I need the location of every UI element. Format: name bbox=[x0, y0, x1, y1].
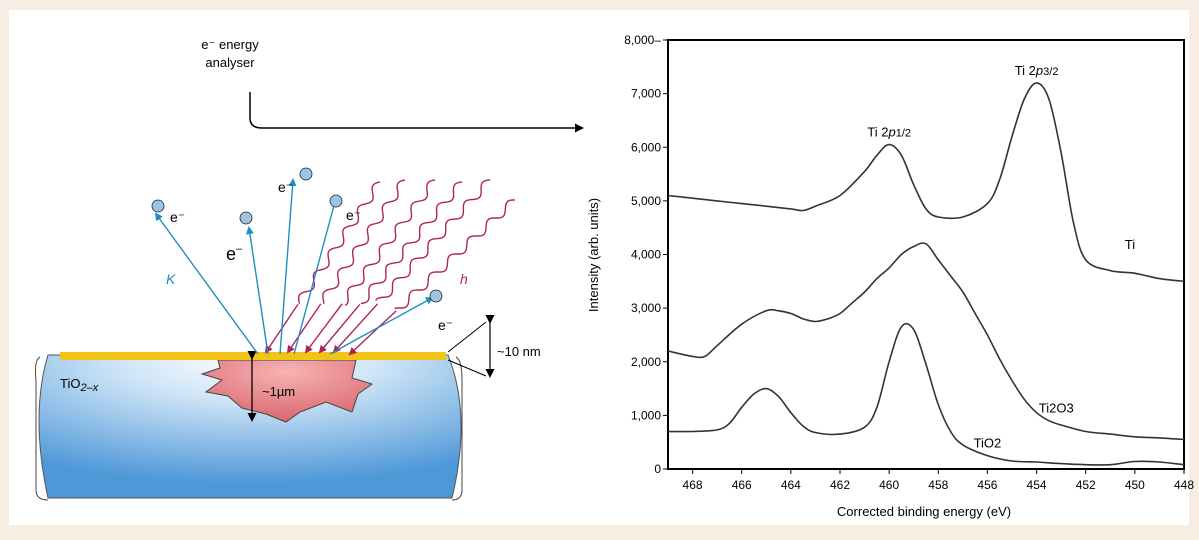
photon-arrow-4 bbox=[318, 303, 361, 354]
annotation-2: Ti 2p3/2 bbox=[1015, 63, 1059, 78]
photon-wave-2 bbox=[322, 179, 406, 304]
x-tick-label: 468 bbox=[683, 478, 703, 492]
electron-label-5: e⁻ bbox=[438, 317, 453, 333]
y-tick-label: 6,000 bbox=[631, 140, 661, 154]
material-label: TiO2–x bbox=[60, 376, 99, 394]
xps-chart: 468 466 464 462 460 458 456 454 452 450 448 0 1,000 2… bbox=[586, 33, 1194, 519]
y-tick-label: 1,000 bbox=[631, 408, 661, 422]
photon-arrow-6 bbox=[348, 310, 397, 356]
x-tick-label: 452 bbox=[1076, 478, 1096, 492]
series-line-ti bbox=[667, 82, 1185, 283]
x-tick-label: 458 bbox=[928, 478, 948, 492]
photon-wave-5 bbox=[375, 179, 491, 301]
surface-layer bbox=[60, 352, 446, 360]
x-tick-label: 450 bbox=[1125, 478, 1145, 492]
electron-label-4: e⁻ bbox=[346, 207, 361, 223]
y-tick-label: 4,000 bbox=[631, 248, 661, 262]
electron-4 bbox=[329, 194, 343, 208]
analyser-label-line1: e⁻ energy bbox=[201, 37, 259, 52]
surface-leader-bottom bbox=[447, 359, 487, 377]
photon-arrow-5 bbox=[332, 303, 379, 354]
electron-label-2: e– bbox=[226, 243, 243, 264]
electron-label-1: e⁻ bbox=[170, 209, 185, 225]
electron-ray-3 bbox=[279, 178, 297, 355]
y-tick-label: 7,000 bbox=[631, 87, 661, 101]
electron-3 bbox=[299, 167, 313, 181]
annotation-1: Ti 2p1/2 bbox=[867, 125, 911, 140]
series-line-ti2o3 bbox=[667, 242, 1185, 441]
annotation-5: TiO2 bbox=[974, 436, 1002, 451]
k-label: K bbox=[166, 271, 176, 287]
analyser-label-line2: analyser bbox=[205, 55, 255, 70]
electron-label-3: e⁻ bbox=[278, 179, 293, 195]
peak-annotations: Ti 2p1/2 Ti 2p3/2 Ti Ti2O3 TiO2 bbox=[867, 63, 1135, 451]
h-label: h bbox=[460, 271, 468, 287]
annotation-3: Ti bbox=[1125, 237, 1135, 252]
electron-ray-4 bbox=[293, 196, 339, 355]
photon-wave-6 bbox=[394, 199, 515, 309]
photon-wave-4 bbox=[360, 181, 463, 305]
sample-edge-right bbox=[451, 356, 463, 501]
x-tick-label: 456 bbox=[977, 478, 997, 492]
electron-5 bbox=[429, 289, 443, 303]
x-axis-label: Corrected binding energy (eV) bbox=[837, 504, 1011, 519]
photon-arrow-2 bbox=[286, 303, 322, 354]
electron-ray-5 bbox=[329, 297, 434, 355]
axis-ticks: 468 466 464 462 460 458 456 454 452 450 448 0 1,000 2… bbox=[624, 33, 1194, 492]
x-tick-label: 454 bbox=[1027, 478, 1047, 492]
series-lines bbox=[667, 82, 1185, 466]
depth-1um-label: ~1µm bbox=[262, 384, 295, 399]
y-tick-label: 5,000 bbox=[631, 194, 661, 208]
photon-wave-3 bbox=[344, 179, 436, 306]
photon-wave-1 bbox=[297, 181, 381, 304]
y-tick-label: 3,000 bbox=[631, 301, 661, 315]
xps-diagram: e⁻ energy analyser TiO2–x ~1µm ~10 nm bbox=[35, 37, 584, 501]
photon-arrow-3 bbox=[304, 303, 343, 354]
electron-ray-2 bbox=[245, 226, 269, 355]
electron-1 bbox=[151, 199, 165, 213]
sample-edge-left bbox=[35, 356, 49, 501]
analyser-path-arrow bbox=[249, 92, 584, 133]
photon-waves bbox=[264, 179, 515, 356]
y-axis-label: Intensity (arb. units) bbox=[586, 198, 601, 312]
surface-leader-top bbox=[447, 321, 487, 353]
x-tick-label: 464 bbox=[781, 478, 801, 492]
series-line-tio2 bbox=[667, 322, 1185, 466]
depth-10nm-label: ~10 nm bbox=[497, 344, 541, 359]
electron-2 bbox=[239, 211, 253, 225]
annotation-4: Ti2O3 bbox=[1039, 401, 1074, 416]
y-tick-label: 8,000– bbox=[624, 33, 661, 47]
excitation-volume bbox=[200, 359, 374, 423]
x-tick-label: 448 bbox=[1174, 478, 1194, 492]
x-tick-label: 460 bbox=[879, 478, 899, 492]
x-tick-label: 466 bbox=[732, 478, 752, 492]
electron-ray-1 bbox=[154, 212, 259, 355]
x-tick-label: 462 bbox=[830, 478, 850, 492]
y-tick-label: 2,000 bbox=[631, 355, 661, 369]
y-tick-label: 0 bbox=[654, 462, 661, 476]
